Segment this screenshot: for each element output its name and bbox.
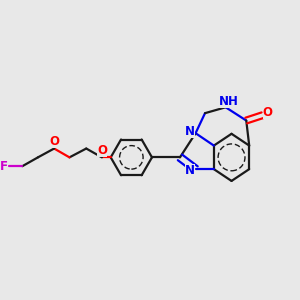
Text: O: O xyxy=(49,135,59,148)
Text: O: O xyxy=(263,106,273,119)
Text: N: N xyxy=(185,164,195,177)
Text: N: N xyxy=(185,125,195,138)
Text: NH: NH xyxy=(219,95,238,108)
Text: F: F xyxy=(0,160,8,173)
Text: O: O xyxy=(97,143,107,157)
